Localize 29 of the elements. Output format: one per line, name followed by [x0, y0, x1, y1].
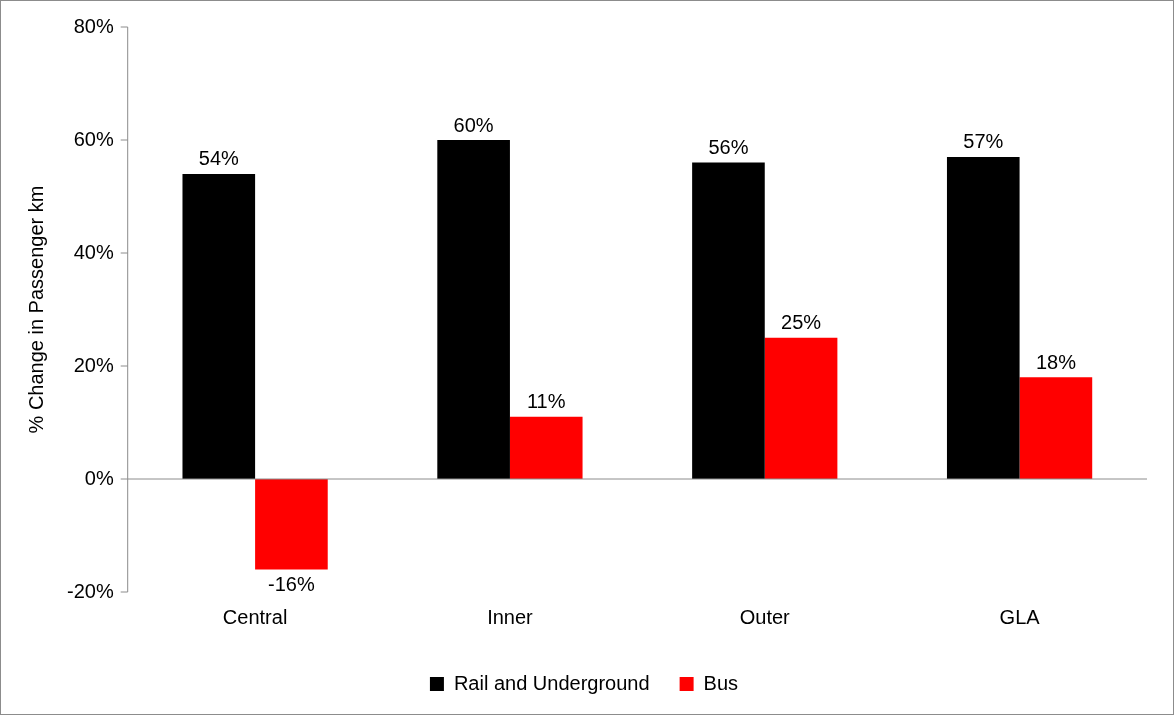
data-label: 18%: [1035, 350, 1077, 373]
y-tick-label: 60%: [73, 127, 114, 150]
y-tick-label: -20%: [66, 579, 114, 602]
x-tick-label: Inner: [487, 605, 534, 628]
data-label: -16%: [268, 572, 315, 595]
y-tick-label: 80%: [73, 14, 114, 37]
bar: [692, 162, 765, 479]
x-tick-label: GLA: [999, 605, 1041, 628]
data-label: 57%: [963, 130, 1004, 153]
legend-label: Bus: [703, 671, 739, 694]
data-label: 25%: [781, 311, 822, 334]
bar: [764, 337, 838, 479]
bar: [437, 140, 510, 479]
x-tick-label: Outer: [739, 605, 791, 628]
bar: [255, 479, 328, 570]
y-tick-label: 0%: [84, 466, 114, 489]
data-label: 56%: [708, 136, 749, 159]
bar: [509, 416, 583, 479]
bar: [182, 173, 256, 479]
data-label: 60%: [453, 113, 494, 136]
y-axis-title: % Change in Passenger km: [24, 185, 47, 434]
x-tick-label: Central: [222, 605, 288, 628]
bar: [1019, 377, 1093, 479]
legend-label: Rail and Underground: [453, 671, 650, 694]
data-label: 54%: [198, 147, 240, 170]
data-label: 11%: [526, 390, 566, 413]
y-tick-label: 20%: [73, 353, 114, 376]
bar: [946, 156, 1020, 479]
y-tick-label: 40%: [73, 240, 114, 263]
